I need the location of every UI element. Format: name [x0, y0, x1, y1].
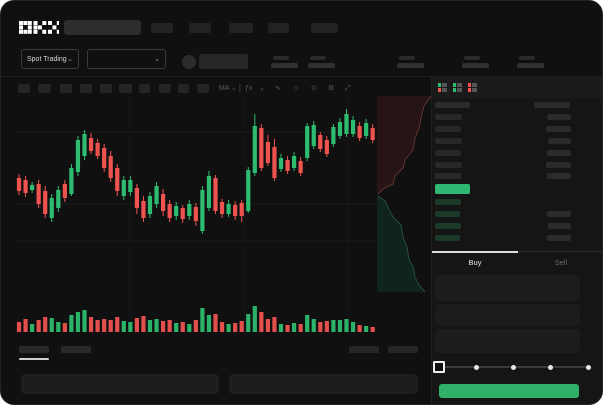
- tab-sell[interactable]: Sell: [554, 258, 568, 267]
- toolbar-divider: |: [239, 85, 241, 92]
- indicators-icon[interactable]: ƒx: [245, 85, 253, 92]
- camera-icon[interactable]: ⊙: [311, 85, 317, 92]
- slider-step-dot[interactable]: [548, 365, 554, 370]
- bid-amount-placeholder: [547, 235, 571, 241]
- interval-button-placeholder[interactable]: [197, 84, 209, 93]
- stat-value-placeholder: [271, 63, 298, 68]
- pair-select[interactable]: ⌄: [87, 49, 166, 69]
- ask-price-placeholder: [435, 150, 461, 156]
- bid-amount-placeholder: [547, 211, 571, 217]
- chevron-down-icon: ⌄: [154, 55, 160, 63]
- nav-item-placeholder[interactable]: [151, 23, 173, 33]
- ask-price-placeholder: [435, 162, 462, 168]
- interval-button-placeholder[interactable]: [100, 84, 112, 93]
- bid-price-placeholder: [435, 199, 461, 205]
- ask-price-placeholder: [435, 126, 461, 132]
- stat-value-placeholder: [462, 63, 489, 68]
- interval-button-placeholder[interactable]: [119, 84, 132, 93]
- pair-name-placeholder: [199, 54, 248, 69]
- slider-step-dot[interactable]: [473, 365, 479, 370]
- trade-tabs: Buy Sell: [432, 251, 602, 274]
- footer-tab-placeholder[interactable]: [19, 346, 49, 353]
- chevron-down-icon[interactable]: ⌄: [231, 85, 237, 92]
- stat-value-placeholder: [517, 63, 544, 68]
- chart-toolbar: MA ⌄ | ƒx ⌄ ∿ ◇ ⊙ ⚙ ⤢: [15, 80, 417, 98]
- stat-label-placeholder: [464, 56, 480, 60]
- ask-amount-placeholder: [548, 138, 571, 144]
- bid-price-placeholder: [435, 235, 460, 241]
- ob-header-price-placeholder: [435, 102, 470, 108]
- active-tab-indicator: [432, 251, 518, 253]
- ask-price-placeholder: [435, 138, 462, 144]
- ask-price-placeholder: [435, 173, 461, 179]
- header-divider: [1, 76, 602, 77]
- orderbook-combined-icon[interactable]: [437, 82, 448, 93]
- interval-button-placeholder[interactable]: [38, 84, 51, 93]
- candlestick-chart[interactable]: [15, 96, 431, 341]
- stat-label-placeholder: [399, 56, 415, 60]
- stat-label-placeholder: [519, 56, 535, 60]
- interval-button-placeholder[interactable]: [178, 84, 189, 93]
- footer-tab-placeholder[interactable]: [61, 346, 91, 353]
- ask-amount-placeholder: [547, 150, 571, 156]
- interval-button-placeholder[interactable]: [18, 84, 30, 93]
- stat-label-placeholder: [273, 56, 289, 60]
- ask-price-placeholder: [435, 114, 462, 120]
- stat-value-placeholder: [308, 63, 335, 68]
- coin-icon: [182, 55, 196, 69]
- market-type-select[interactable]: Spot Trading ⌄: [21, 49, 79, 69]
- nav-item-placeholder[interactable]: [311, 23, 338, 33]
- bid-amount-placeholder: [548, 223, 571, 229]
- buy-submit-button[interactable]: [439, 384, 579, 398]
- orderbook-asks-icon[interactable]: [467, 82, 478, 93]
- ma-indicator-icon[interactable]: MA: [219, 85, 230, 92]
- nav-item-placeholder[interactable]: [268, 23, 289, 33]
- fullscreen-icon[interactable]: ⤢: [345, 85, 351, 92]
- ask-amount-placeholder: [547, 173, 571, 179]
- objects-icon[interactable]: ◇: [293, 85, 299, 92]
- price-input[interactable]: [435, 275, 580, 301]
- tab-buy[interactable]: Buy: [468, 258, 482, 267]
- last-price-bar[interactable]: [435, 184, 470, 194]
- orderbook-bids-icon[interactable]: [452, 82, 463, 93]
- stat-value-placeholder: [397, 63, 424, 68]
- stat-label-placeholder: [310, 56, 326, 60]
- okx-logo: [19, 21, 59, 34]
- bid-price-placeholder: [435, 211, 460, 217]
- interval-button-placeholder[interactable]: [159, 84, 171, 93]
- settings-icon[interactable]: ⚙: [328, 85, 335, 92]
- market-type-label: Spot Trading: [27, 55, 67, 63]
- slider-step-dot[interactable]: [585, 365, 591, 370]
- interval-button-placeholder[interactable]: [80, 84, 92, 93]
- footer-control-placeholder[interactable]: [388, 346, 418, 353]
- interval-button-placeholder[interactable]: [60, 84, 72, 93]
- interval-button-placeholder[interactable]: [139, 84, 150, 93]
- nav-item-placeholder[interactable]: [189, 23, 211, 33]
- footer-panel-placeholder: [21, 374, 219, 394]
- ask-amount-placeholder: [546, 126, 571, 132]
- ask-amount-placeholder: [546, 162, 571, 168]
- orderbook-view-strip: [432, 77, 602, 98]
- ob-header-amount-placeholder: [534, 102, 570, 108]
- ask-amount-placeholder: [547, 114, 571, 120]
- slider-step-dot[interactable]: [511, 365, 516, 370]
- chevron-down-icon: ⌄: [67, 55, 73, 63]
- bid-price-placeholder: [435, 223, 461, 229]
- nav-item-placeholder[interactable]: [229, 23, 253, 33]
- orderbook-trade-panel: Buy Sell: [431, 77, 602, 404]
- amount-slider-handle[interactable]: [433, 361, 445, 373]
- footer-panel-placeholder: [229, 374, 418, 394]
- footer-active-tab-underline: [19, 358, 49, 360]
- footer-control-placeholder[interactable]: [349, 346, 379, 353]
- total-input[interactable]: [435, 329, 580, 353]
- chevron-down-icon[interactable]: ⌄: [259, 85, 265, 92]
- amount-input[interactable]: [435, 304, 580, 326]
- search-input[interactable]: [64, 20, 141, 35]
- compare-icon[interactable]: ∿: [275, 85, 281, 92]
